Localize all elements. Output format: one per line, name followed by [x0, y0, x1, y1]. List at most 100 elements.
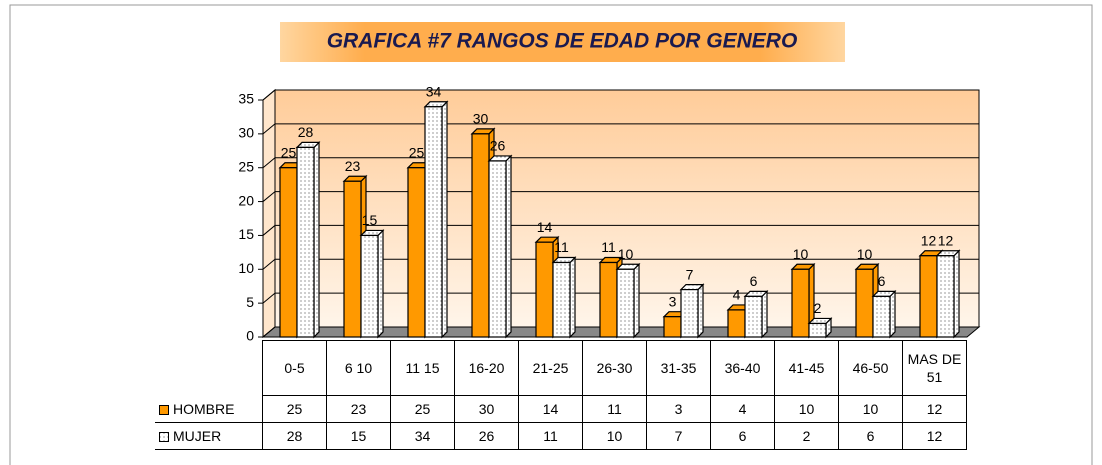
- grid-line: [262, 258, 979, 270]
- table-value: 11: [582, 395, 647, 423]
- table-value: 34: [390, 422, 455, 450]
- data-label: 14: [537, 219, 553, 235]
- table-value: 23: [326, 395, 391, 423]
- bar: [744, 295, 763, 338]
- x-tick-label: 46-50: [838, 340, 903, 396]
- data-label: 2: [814, 300, 822, 316]
- bar: [791, 268, 810, 338]
- bar-side: [377, 228, 384, 339]
- data-label: 6: [750, 273, 758, 289]
- bar: [424, 106, 443, 338]
- table-value: 4: [710, 395, 775, 423]
- data-label: 3: [669, 293, 677, 309]
- table-value: 7: [646, 422, 711, 450]
- bar: [680, 289, 699, 338]
- bar-side: [569, 256, 576, 339]
- bar: [471, 133, 490, 338]
- y-tick-label: 10: [238, 260, 254, 276]
- table-value: 6: [710, 422, 775, 450]
- bar-side: [633, 262, 640, 339]
- x-tick-label: 36-40: [710, 340, 775, 396]
- data-label: 34: [426, 83, 442, 99]
- x-tick-label: 21-25: [518, 340, 583, 396]
- data-label: 28: [298, 124, 314, 140]
- data-label: 6: [878, 273, 886, 289]
- data-label: 12: [938, 232, 954, 248]
- table-value: 10: [774, 395, 839, 423]
- data-table: 0-5 6 10 11 15 16-20 21-25 26-30 31-35 36-40 41-…: [155, 340, 967, 450]
- bar-side: [505, 154, 512, 339]
- table-value: 12: [902, 422, 967, 450]
- x-tick-label: 11 15: [390, 340, 455, 396]
- table-value: 11: [518, 422, 583, 450]
- grid-line: [262, 157, 979, 169]
- data-label: 30: [473, 111, 489, 127]
- bar: [552, 261, 571, 338]
- x-tick-label: 31-35: [646, 340, 711, 396]
- bar: [407, 167, 426, 338]
- data-label: 4: [733, 287, 741, 303]
- grid-line: [262, 191, 979, 202]
- bar-side: [441, 100, 448, 339]
- data-label: 25: [409, 144, 425, 160]
- y-tick-label: 5: [246, 294, 254, 310]
- bar: [279, 167, 298, 338]
- table-value: 3: [646, 395, 711, 423]
- x-tick-label: 41-45: [774, 340, 839, 396]
- bar: [488, 160, 507, 338]
- grid-line: [262, 123, 979, 135]
- grid-line: [262, 224, 979, 236]
- bar-side: [313, 140, 320, 339]
- x-tick-label: 26-30: [582, 340, 647, 396]
- chart-title: GRAFICA #7 RANGOS DE EDAD POR GENERO: [327, 30, 798, 53]
- y-tick-label: 35: [238, 91, 254, 107]
- data-label: 15: [362, 212, 378, 228]
- legend-cell: MUJER: [155, 422, 263, 450]
- y-tick-label: 0: [246, 328, 254, 344]
- bar-side: [761, 289, 768, 339]
- bar: [343, 180, 362, 338]
- bar: [855, 268, 874, 338]
- data-label: 12: [921, 232, 937, 248]
- x-tick-label: 16-20: [454, 340, 519, 396]
- bar: [296, 146, 315, 338]
- legend-cell: HOMBRE: [155, 395, 263, 423]
- table-value: 12: [902, 395, 967, 423]
- data-label: 26: [490, 138, 506, 154]
- legend-label: MUJER: [173, 428, 222, 444]
- y-tick-label: 25: [238, 158, 254, 174]
- legend-key: [159, 405, 169, 416]
- data-label: 11: [601, 239, 616, 255]
- y-tick-label: 30: [238, 125, 254, 141]
- grid-line: [262, 292, 979, 304]
- data-label: 23: [345, 158, 361, 174]
- table-value: 15: [326, 422, 391, 450]
- data-label: 7: [686, 266, 694, 282]
- x-tick-label: 0-5: [262, 340, 327, 396]
- legend-key: [159, 432, 169, 443]
- bar: [808, 322, 827, 338]
- bar-side: [953, 249, 960, 339]
- bar-side: [697, 283, 704, 339]
- table-value: 10: [582, 422, 647, 450]
- table-value: 2: [774, 422, 839, 450]
- data-label: 11: [554, 239, 569, 255]
- title-banner: [280, 22, 845, 62]
- x-tick-label: MAS DE 51: [902, 340, 967, 396]
- table-value: 25: [390, 395, 455, 423]
- data-label: 25: [281, 144, 297, 160]
- grid-line: [262, 89, 979, 101]
- table-value: 6: [838, 422, 903, 450]
- bar: [936, 255, 955, 338]
- bar: [919, 255, 938, 338]
- y-tick-label: 15: [238, 226, 254, 242]
- x-tick-label: 6 10: [326, 340, 391, 396]
- bar-side: [889, 289, 896, 339]
- y-tick-label: 20: [238, 192, 254, 208]
- table-value: 30: [454, 395, 519, 423]
- legend-label: HOMBRE: [173, 400, 235, 417]
- bar: [872, 295, 891, 338]
- bar: [727, 309, 746, 338]
